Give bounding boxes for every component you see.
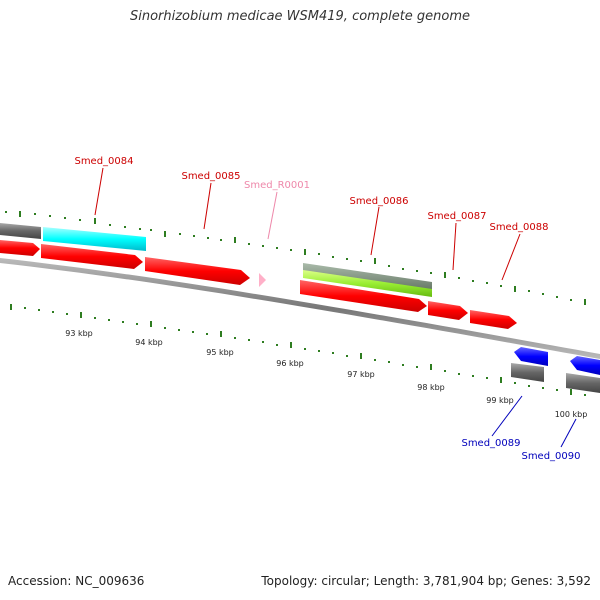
scale-label-95kbp: 95 kbp [206, 348, 234, 357]
genome-backbone [0, 258, 600, 359]
scale-label-94kbp: 94 kbp [135, 338, 163, 347]
rrna-cyan-feature[interactable] [43, 227, 146, 251]
scale-label-98kbp: 98 kbp [417, 383, 445, 392]
scale-label-96kbp: 96 kbp [276, 359, 304, 368]
scale-label-93kbp: 93 kbp [65, 329, 93, 338]
gene-gray-smed-0090[interactable] [566, 373, 600, 393]
leader-smed-r0001 [267, 191, 278, 240]
ncrna-arrow-smed-r0001[interactable] [259, 273, 266, 287]
gene-label-smed-0088[interactable]: Smed_0088 [489, 222, 548, 233]
cds-arrow-smed-0085[interactable] [145, 257, 250, 285]
upper-tick-track [5, 211, 586, 305]
genome-summary-text: Topology: circular; Length: 3,781,904 bp… [261, 574, 591, 588]
cds-arrow-left[interactable] [0, 240, 40, 256]
misc-green-feature[interactable] [303, 270, 432, 297]
gene-label-smed-0089[interactable]: Smed_0089 [461, 438, 520, 449]
scale-label-100kbp: 100 kbp [555, 410, 588, 419]
gene-label-smed-0086[interactable]: Smed_0086 [349, 196, 408, 207]
map-title: Sinorhizobium medicae WSM419, complete g… [129, 9, 471, 24]
cds-arrow-smed-0089[interactable] [514, 347, 548, 366]
gene-label-smed-0090[interactable]: Smed_0090 [521, 451, 580, 462]
cds-arrow-smed-0087[interactable] [428, 301, 468, 320]
gene-label-smed-r0001[interactable]: Smed_R0001 [244, 180, 310, 191]
cds-arrow-smed-0084[interactable] [41, 244, 143, 269]
leader-smed-0084 [94, 167, 104, 216]
leader-smed-0088 [501, 233, 521, 281]
scale-label-99kbp: 99 kbp [486, 396, 514, 405]
leader-smed-0089 [491, 395, 523, 437]
cds-arrow-smed-0088[interactable] [470, 310, 517, 329]
gene-label-smed-0084[interactable]: Smed_0084 [74, 156, 133, 167]
gene-gray-left[interactable] [0, 223, 41, 239]
gene-label-smed-0087[interactable]: Smed_0087 [427, 211, 486, 222]
leader-smed-0090 [560, 418, 577, 448]
lower-scale-track [10, 304, 586, 396]
leader-smed-0086 [370, 206, 380, 256]
misc-gray-feature[interactable] [303, 263, 432, 290]
cds-arrow-smed-0086[interactable] [300, 280, 427, 312]
gene-label-smed-0085[interactable]: Smed_0085 [181, 171, 240, 182]
accession-text: Accession: NC_009636 [8, 574, 145, 588]
gene-gray-smed-0089[interactable] [511, 363, 544, 382]
scale-label-97kbp: 97 kbp [347, 370, 375, 379]
cds-arrow-smed-0090[interactable] [570, 356, 600, 375]
leader-smed-0087 [452, 222, 457, 271]
leader-smed-0085 [203, 182, 212, 230]
